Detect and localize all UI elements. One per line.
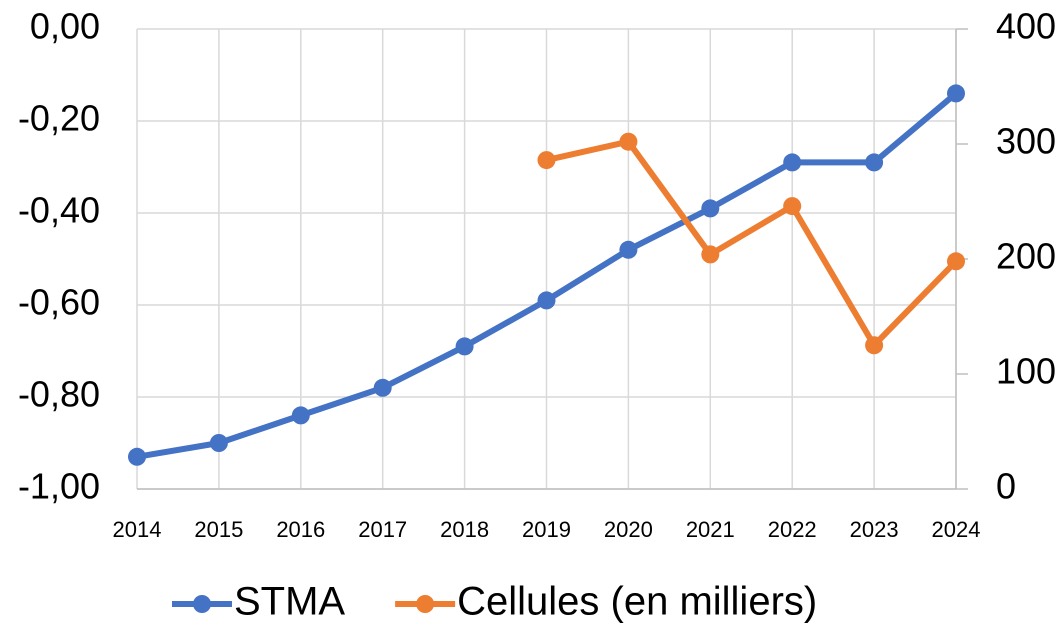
data-point xyxy=(947,252,965,271)
data-point xyxy=(619,240,638,259)
x-tick-label: 2014 xyxy=(113,517,162,542)
legend-label: STMA xyxy=(234,580,345,624)
y2-tick-label: 300 xyxy=(996,121,1056,162)
data-point xyxy=(865,153,884,172)
data-point xyxy=(783,197,802,216)
y-tick-label: -0,80 xyxy=(18,374,100,415)
data-point xyxy=(537,291,556,310)
data-point xyxy=(455,337,474,356)
data-point xyxy=(783,153,802,172)
data-point xyxy=(947,84,965,103)
y-tick-label: -0,40 xyxy=(18,190,100,231)
x-tick-label: 2024 xyxy=(932,517,981,542)
data-point xyxy=(291,406,310,425)
y2-tick-label: 100 xyxy=(996,351,1056,392)
y-tick-label: -0,20 xyxy=(18,98,100,139)
y-tick-label: 0,00 xyxy=(30,6,100,47)
y-tick-label: -1,00 xyxy=(18,466,100,507)
data-point xyxy=(865,336,884,355)
data-point xyxy=(619,132,638,151)
x-tick-label: 2022 xyxy=(768,517,817,542)
y-tick-label: -0,60 xyxy=(18,282,100,323)
y2-tick-label: 0 xyxy=(996,466,1016,507)
x-tick-label: 2020 xyxy=(604,517,653,542)
data-point xyxy=(537,151,556,170)
legend-label: Cellules (en milliers) xyxy=(457,580,817,624)
x-tick-label: 2017 xyxy=(358,517,407,542)
legend-marker xyxy=(416,595,435,613)
series-line xyxy=(545,138,959,349)
x-tick-label: 2015 xyxy=(194,517,243,542)
x-tick-label: 2016 xyxy=(276,517,325,542)
data-point xyxy=(128,447,146,466)
x-tick-label: 2023 xyxy=(850,517,899,542)
y2-tick-label: 400 xyxy=(996,6,1056,47)
x-tick-label: 2019 xyxy=(522,517,571,542)
x-tick-label: 2021 xyxy=(686,517,735,542)
data-point xyxy=(701,245,720,264)
data-point xyxy=(209,434,228,452)
data-point xyxy=(373,378,392,397)
y2-tick-label: 200 xyxy=(996,236,1056,277)
legend-marker xyxy=(193,595,211,613)
data-point xyxy=(701,199,720,218)
x-tick-label: 2018 xyxy=(440,517,489,542)
